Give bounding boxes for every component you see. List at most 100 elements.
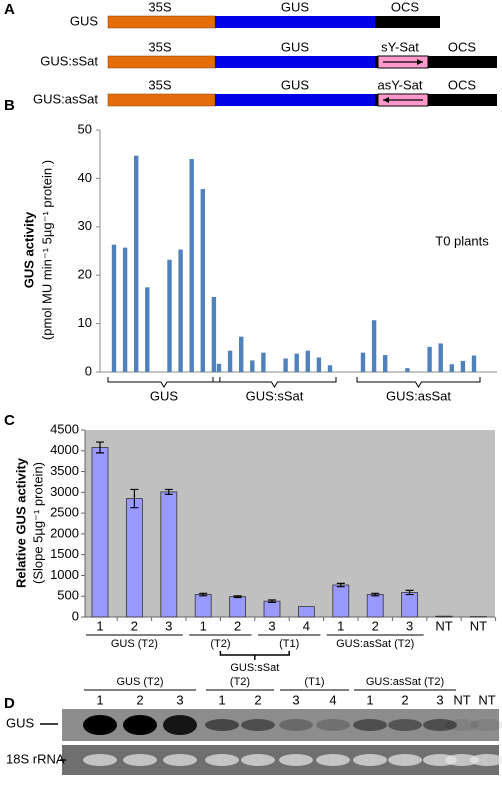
- promoter: [107, 55, 216, 69]
- construct-name: GUS:asSat: [33, 91, 98, 106]
- x-tick-label: 2: [131, 618, 138, 633]
- group-label: GUS (T2): [111, 638, 158, 650]
- band: [388, 719, 422, 731]
- promoter: [107, 15, 216, 29]
- band: [316, 754, 350, 766]
- x-tick-label: 3: [165, 618, 172, 633]
- part-label: 35S: [148, 77, 171, 92]
- bar: [427, 346, 432, 372]
- lane-label: NT: [478, 692, 495, 707]
- group-label: GUS:sSat: [246, 388, 304, 403]
- y-tick-label: 0: [72, 608, 79, 623]
- group-brace: [107, 377, 221, 388]
- y-tick-label: 50: [78, 121, 92, 136]
- band: [205, 719, 239, 731]
- bar: [111, 244, 117, 372]
- error-bar: [405, 589, 414, 596]
- band: [445, 719, 479, 731]
- y-tick-label: 2500: [50, 505, 79, 520]
- group-label: GUS: [150, 388, 179, 403]
- bar: [297, 606, 315, 618]
- lane-label: 3: [176, 692, 183, 707]
- y-axis-title: Relative GUS activity: [13, 457, 28, 588]
- x-tick-label: 1: [96, 618, 103, 633]
- bar: [160, 491, 178, 618]
- bar: [283, 358, 288, 372]
- bar: [126, 498, 143, 618]
- gus-gene: [215, 94, 375, 106]
- error-bar: [164, 488, 173, 496]
- bar: [229, 596, 247, 618]
- bar: [189, 159, 194, 372]
- y-axis-title: (Slope 5µg⁻¹ protein): [30, 462, 45, 584]
- gus-gene: [215, 16, 375, 28]
- bar: [383, 355, 388, 372]
- group-label: GUS (T2): [116, 676, 163, 688]
- part-label: OCS: [391, 0, 420, 14]
- bar: [239, 336, 244, 372]
- band: [241, 719, 275, 731]
- y-tick-label: 2000: [50, 525, 79, 540]
- row-label: GUS: [6, 715, 35, 730]
- lane-label: 4: [329, 692, 336, 707]
- error-bar: [130, 488, 139, 509]
- annotation: T0 plants: [435, 233, 489, 248]
- x-tick-label: NT: [435, 618, 452, 633]
- y-tick-label: 500: [57, 588, 79, 603]
- y-tick-label: 1000: [50, 567, 79, 582]
- part-label: OCS: [448, 77, 477, 92]
- super-group-label: GUS:sSat: [230, 662, 279, 674]
- y-tick-label: 30: [78, 218, 92, 233]
- group-label: GUS:asSat (T2): [336, 638, 414, 650]
- bar: [250, 360, 255, 372]
- bar: [471, 355, 477, 372]
- error-bar: [371, 592, 380, 597]
- x-tick-label: 1: [337, 618, 344, 633]
- bar: [261, 352, 266, 372]
- bar: [134, 155, 139, 372]
- part-label: GUS: [281, 77, 310, 92]
- bar: [438, 343, 443, 372]
- bar: [460, 360, 466, 372]
- x-tick-label: 3: [406, 618, 413, 633]
- bar: [227, 350, 233, 372]
- y-tick-label: 20: [78, 267, 92, 282]
- bar: [263, 600, 281, 618]
- error-bar: [268, 599, 276, 604]
- lane-label: 2: [136, 692, 143, 707]
- group-brace: [356, 377, 481, 388]
- bar: [435, 615, 453, 618]
- band: [388, 754, 422, 766]
- bar: [145, 287, 150, 372]
- part-label: asY-Sat: [377, 77, 422, 92]
- band: [241, 754, 275, 766]
- bar: [305, 350, 310, 372]
- arrow-head: [383, 97, 389, 103]
- part-label: sY-Sat: [381, 39, 419, 54]
- x-tick-label: 2: [234, 618, 241, 633]
- construct-name: GUS: [70, 13, 99, 28]
- band: [316, 719, 350, 731]
- bar: [122, 247, 128, 372]
- bar: [327, 365, 333, 372]
- bar: [316, 357, 322, 372]
- bar: [366, 594, 384, 618]
- group-label: (T2): [210, 638, 230, 650]
- bar: [211, 296, 217, 372]
- error-bar: [199, 592, 208, 597]
- error-bar: [96, 441, 104, 454]
- part-label: 35S: [148, 39, 171, 54]
- bar: [332, 584, 350, 618]
- lane-label: 1: [218, 692, 225, 707]
- group-label: GUS:asSat (T2): [366, 676, 444, 688]
- band: [205, 754, 239, 766]
- y-axis-title: GUS activity: [21, 211, 36, 288]
- x-tick-label: 3: [268, 618, 275, 633]
- band: [163, 754, 197, 766]
- band: [123, 715, 157, 735]
- panel-label: A: [4, 1, 15, 18]
- plot-background: [85, 430, 495, 617]
- bar: [178, 249, 183, 372]
- band: [83, 754, 117, 766]
- band: [470, 754, 502, 766]
